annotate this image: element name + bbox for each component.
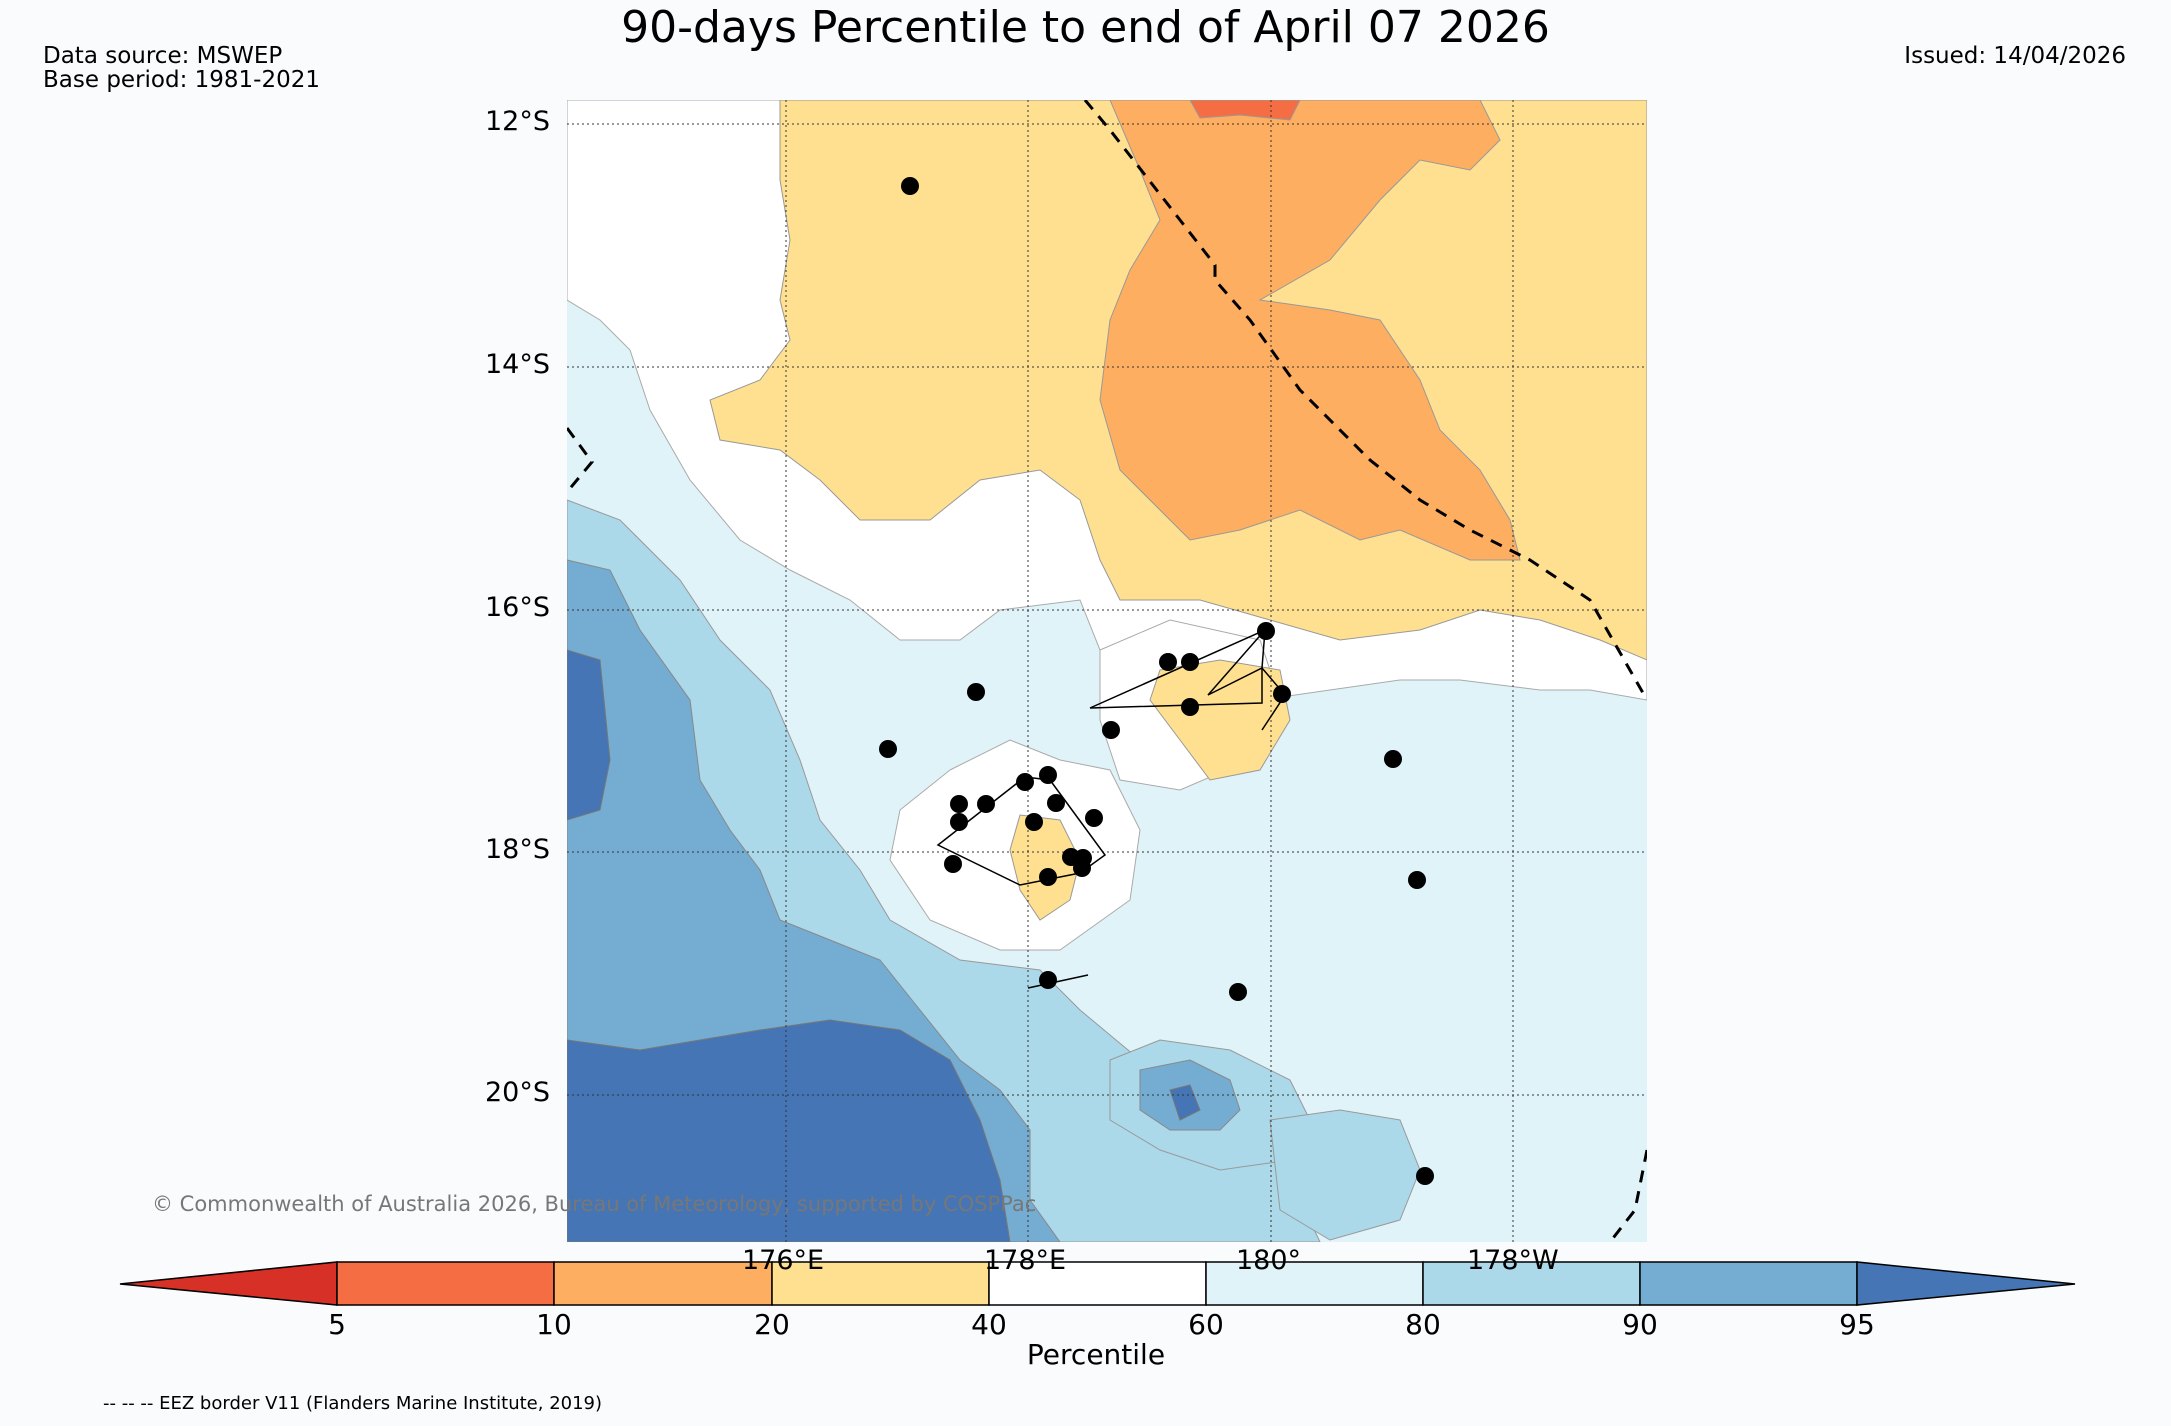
station-marker — [1384, 750, 1402, 768]
island-kadavu — [1027, 974, 1089, 989]
station-marker — [1229, 983, 1247, 1001]
map-area — [567, 100, 1647, 1242]
graticule — [567, 100, 1647, 1242]
colorbar-segment — [1422, 1261, 1641, 1306]
colorbar-segment — [771, 1261, 990, 1306]
region-above-95 — [567, 649, 611, 821]
lon-label: 178°W — [1467, 1245, 1559, 1276]
metadata-left: Data source: MSWEP Base period: 1981-202… — [43, 44, 320, 92]
colorbar-segment — [1856, 1261, 2076, 1306]
region-20-40-small-east — [1149, 659, 1291, 781]
station-marker — [1039, 868, 1057, 886]
station-marker — [1085, 809, 1103, 827]
eez-border — [567, 100, 1647, 1242]
station-marker — [950, 795, 968, 813]
stations — [879, 177, 1434, 1185]
station-marker — [1047, 794, 1065, 812]
lon-label: 178°E — [984, 1245, 1067, 1276]
lat-label: 20°S — [485, 1077, 550, 1108]
colorbar-tick: 40 — [971, 1308, 1007, 1341]
colorbar-tick: 95 — [1839, 1308, 1875, 1341]
colorbar-tick: 80 — [1405, 1308, 1441, 1341]
colorbar-tick: 60 — [1188, 1308, 1224, 1341]
station-marker — [879, 740, 897, 758]
island-outlines — [936, 628, 1286, 989]
colorbar-segment — [1205, 1261, 1424, 1306]
station-marker — [1416, 1167, 1434, 1185]
map-title: 90-days Percentile to end of April 07 20… — [621, 2, 1550, 53]
colorbar-tick: 90 — [1622, 1308, 1658, 1341]
base-period-label: Base period: 1981-2021 — [43, 67, 321, 93]
colorbar-tick: 5 — [328, 1308, 346, 1341]
station-marker — [1159, 653, 1177, 671]
station-marker — [1025, 813, 1043, 831]
data-source-label: Data source: MSWEP — [43, 43, 283, 69]
station-marker — [967, 683, 985, 701]
station-marker — [1039, 766, 1057, 784]
lon-label: 176°E — [742, 1245, 825, 1276]
eez-border-east — [1083, 100, 1647, 701]
region-above-95-south — [567, 1019, 1011, 1242]
colorbar-tick: 10 — [536, 1308, 572, 1341]
lat-label: 18°S — [485, 834, 550, 865]
region-80-90-east — [1269, 1109, 1421, 1241]
station-marker — [1016, 773, 1034, 791]
lon-label: 180° — [1236, 1245, 1302, 1276]
lat-label: 16°S — [485, 592, 550, 623]
station-marker — [1039, 971, 1057, 989]
colorbar-segment — [1639, 1261, 1858, 1306]
colorbar-tick: 20 — [754, 1308, 790, 1341]
colorbar-segment — [988, 1261, 1207, 1306]
island-taveuni — [1089, 629, 1266, 709]
colorbar-segment — [336, 1261, 555, 1306]
region-5-10 — [1189, 100, 1301, 121]
lat-label: 12°S — [485, 106, 550, 137]
lat-label: 14°S — [485, 349, 550, 380]
eez-border-west — [567, 427, 594, 493]
station-marker — [1408, 871, 1426, 889]
station-marker — [901, 177, 919, 195]
colorbar-title: Percentile — [1026, 1338, 1166, 1371]
station-marker — [1181, 698, 1199, 716]
eez-footnote: -- -- -- EEZ border V11 (Flanders Marine… — [103, 1393, 603, 1414]
colorbar — [119, 1261, 2076, 1306]
station-marker — [1181, 653, 1199, 671]
station-marker — [977, 795, 995, 813]
colorbar-segment — [119, 1261, 338, 1306]
station-marker — [944, 855, 962, 873]
station-marker — [1273, 685, 1291, 703]
colorbar-segment — [553, 1261, 773, 1306]
region-10-20 — [1099, 100, 1521, 561]
region-above-95-central — [1169, 1084, 1201, 1121]
copyright-credit: © Commonwealth of Australia 2026, Bureau… — [152, 1192, 1037, 1216]
station-marker — [1102, 721, 1120, 739]
station-marker — [1257, 622, 1275, 640]
issued-date: Issued: 14/04/2026 — [1904, 43, 2126, 69]
station-marker — [950, 813, 968, 831]
eez-border-southeast — [1608, 1149, 1647, 1242]
station-marker — [1073, 859, 1091, 877]
